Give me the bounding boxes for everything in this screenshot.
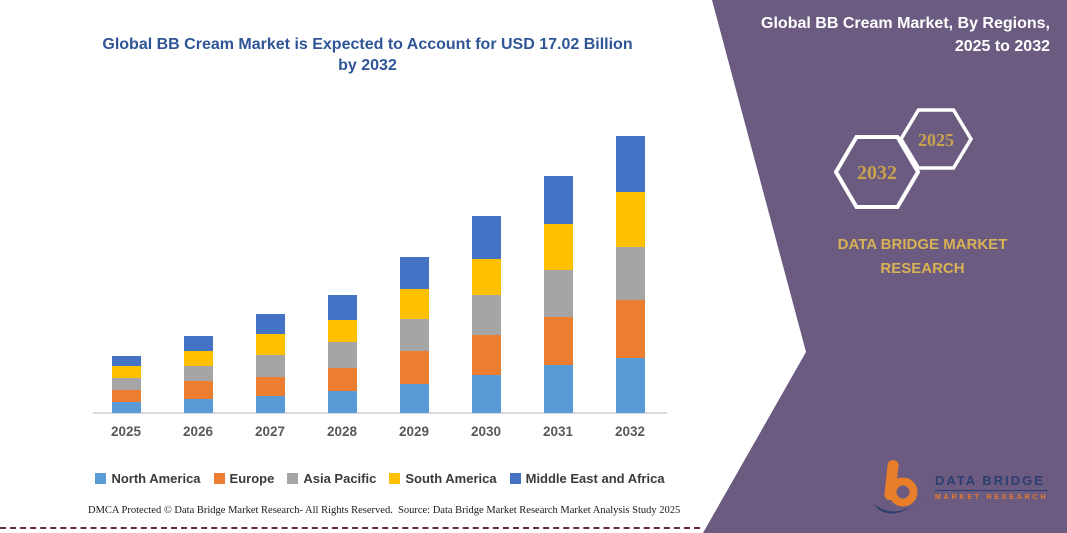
x-tick-2029: 2029 — [398, 424, 430, 439]
segment-europe — [183, 381, 213, 399]
legend-item-asia-pacific: Asia Pacific — [287, 471, 376, 486]
segment-middle-east-and-africa — [183, 336, 213, 351]
segment-south-america — [327, 319, 357, 343]
bar-2027 — [255, 314, 285, 413]
segment-asia-pacific — [471, 295, 501, 336]
year-hexagons: 2032 2025 — [833, 108, 974, 209]
segment-europe — [399, 350, 429, 385]
segment-europe — [111, 389, 141, 403]
legend-item-middle-east-and-africa: Middle East and Africa — [509, 471, 665, 486]
segment-europe — [327, 367, 357, 391]
legend-label: Europe — [229, 471, 275, 486]
segment-asia-pacific — [111, 377, 141, 390]
hexagon-2025 — [898, 108, 974, 170]
x-tick-2025: 2025 — [110, 424, 142, 439]
segment-south-america — [111, 366, 141, 378]
segment-north-america — [471, 375, 501, 413]
segment-north-america — [615, 357, 645, 413]
chart-title: Global BB Cream Market is Expected to Ac… — [102, 36, 633, 74]
logo-b-bowl — [888, 477, 918, 507]
legend-swatch-icon — [213, 473, 225, 484]
segment-north-america — [543, 365, 573, 413]
x-tick-2028: 2028 — [326, 424, 358, 439]
segment-south-america — [615, 192, 645, 247]
legend-item-north-america: North America — [95, 471, 201, 486]
segment-north-america — [327, 390, 357, 413]
bar-2028 — [327, 294, 357, 413]
legend-swatch-icon — [389, 473, 401, 484]
x-tick-2027: 2027 — [254, 424, 286, 439]
chart-legend: North America Europe Asia Pacific South Ame… — [75, 471, 685, 486]
bar-2030 — [471, 216, 501, 413]
x-tick-2031: 2031 — [542, 424, 574, 439]
legend-label: Middle East and Africa — [525, 471, 665, 486]
logo-line1: DATA BRIDGE — [935, 473, 1049, 491]
logo-line2: MARKET RESEARCH — [935, 494, 1049, 501]
dmca-notice: DMCA Protected © Data Bridge Market Rese… — [88, 505, 393, 516]
segment-middle-east-and-africa — [111, 355, 141, 367]
segment-asia-pacific — [183, 366, 213, 381]
segment-asia-pacific — [255, 354, 285, 378]
legend-swatch-icon — [95, 473, 107, 484]
segment-middle-east-and-africa — [615, 136, 645, 193]
bottom-divider-line — [0, 527, 700, 529]
bar-2029 — [399, 257, 429, 413]
segment-north-america — [399, 384, 429, 413]
bar-2032 — [615, 136, 645, 413]
hexagon-2032 — [833, 135, 921, 209]
bar-2026 — [183, 336, 213, 413]
legend-item-europe: Europe — [213, 471, 275, 486]
stacked-bar-chart: 2025 2026 2027 2028 2029 2030 2031 2032 — [93, 136, 667, 439]
hexagon-year-2032: 2032 — [857, 162, 897, 184]
legend-label: Asia Pacific — [303, 471, 377, 486]
hexagon-year-2025: 2025 — [918, 130, 954, 150]
segment-europe — [471, 335, 501, 376]
segment-middle-east-and-africa — [327, 294, 357, 320]
segment-north-america — [111, 402, 141, 413]
dbmr-logo-mark — [874, 460, 924, 514]
segment-north-america — [255, 396, 285, 413]
segment-asia-pacific — [543, 270, 573, 318]
brand-name: DATA BRIDGE MARKET RESEARCH — [820, 233, 1025, 281]
bar-2031 — [543, 176, 573, 413]
legend-swatch-icon — [509, 473, 521, 484]
x-axis-line — [93, 412, 667, 414]
segment-south-america — [399, 289, 429, 320]
segment-asia-pacific — [615, 246, 645, 301]
legend-label: North America — [111, 471, 201, 486]
panel-heading: Global BB Cream Market, By Regions, 2025… — [740, 12, 1050, 58]
bar-2025 — [111, 355, 141, 413]
x-tick-2030: 2030 — [470, 424, 502, 439]
segment-europe — [255, 377, 285, 397]
panel-heading-line2: 2025 to 2032 — [954, 38, 1050, 55]
segment-asia-pacific — [327, 342, 357, 368]
logo-text: DATA BRIDGE MARKET RESEARCH — [935, 473, 1049, 501]
segment-europe — [543, 317, 573, 366]
x-tick-2032: 2032 — [614, 424, 646, 439]
brand-line1: DATA BRIDGE MARKET — [837, 236, 1008, 253]
segment-middle-east-and-africa — [543, 176, 573, 224]
x-tick-2026: 2026 — [182, 424, 214, 439]
dbmr-logo: DATA BRIDGE MARKET RESEARCH — [872, 456, 1049, 518]
source-note: Source: Data Bridge Market Research Mark… — [398, 505, 681, 516]
segment-middle-east-and-africa — [399, 257, 429, 290]
segment-middle-east-and-africa — [255, 314, 285, 335]
brand-line2: RESEARCH — [880, 260, 965, 277]
segment-south-america — [255, 334, 285, 355]
segment-middle-east-and-africa — [471, 216, 501, 259]
panel-heading-line1: Global BB Cream Market, By Regions, — [761, 15, 1050, 32]
legend-item-south-america: South America — [389, 471, 497, 486]
segment-asia-pacific — [399, 319, 429, 351]
segment-south-america — [543, 223, 573, 271]
segment-south-america — [471, 258, 501, 296]
segment-north-america — [183, 399, 213, 413]
legend-swatch-icon — [287, 473, 299, 484]
segment-south-america — [183, 351, 213, 366]
legend-label: South America — [405, 471, 497, 486]
segment-europe — [615, 300, 645, 358]
